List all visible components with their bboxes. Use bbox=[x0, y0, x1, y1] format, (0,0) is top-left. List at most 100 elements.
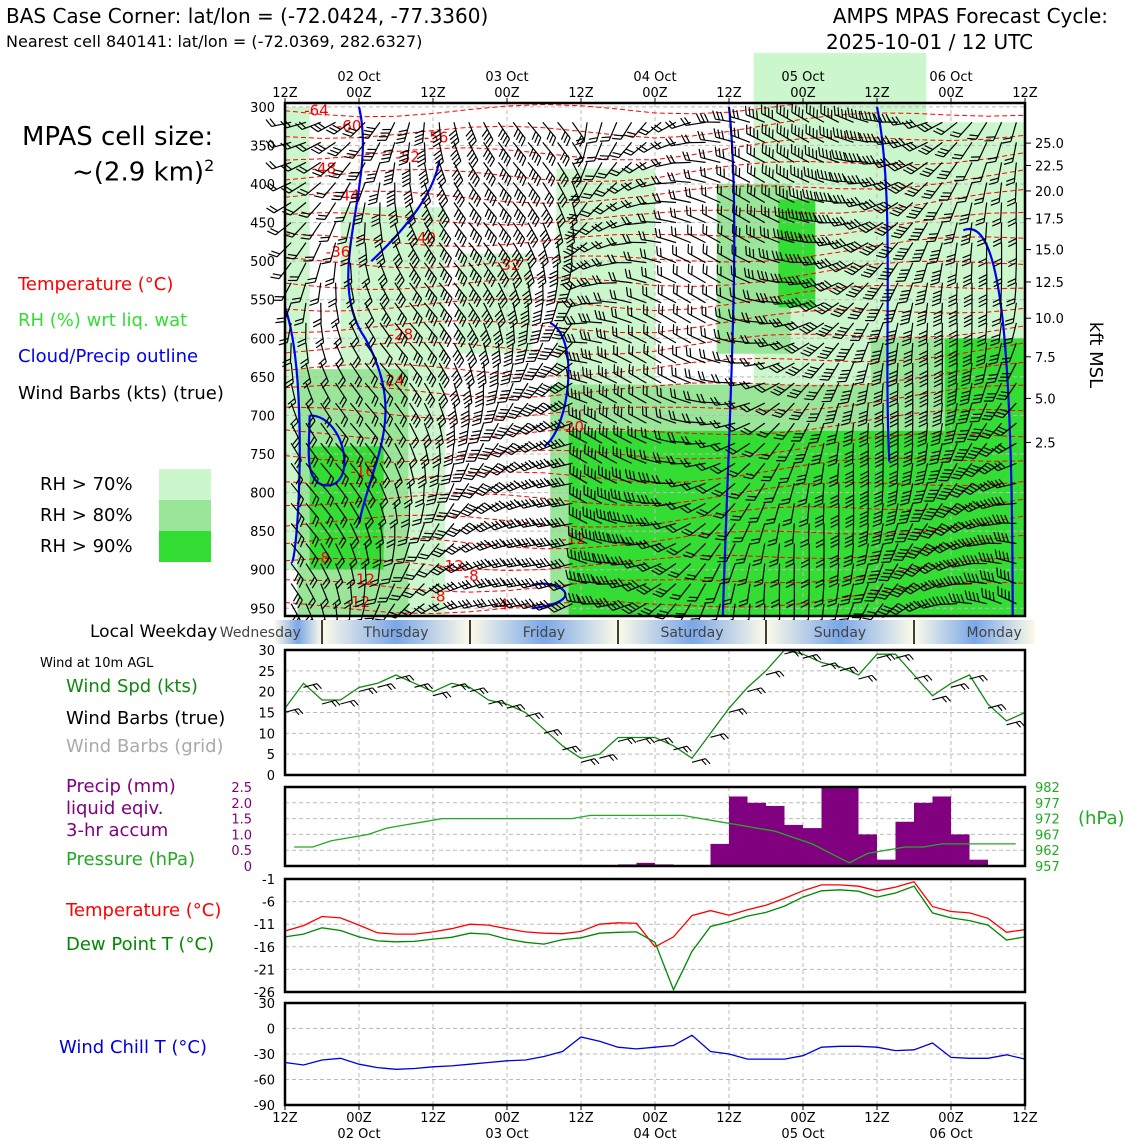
barb-feather bbox=[299, 538, 305, 548]
wind-barb bbox=[575, 122, 588, 146]
legend-precip-1: Precip (mm) bbox=[66, 776, 176, 797]
wind-barb bbox=[325, 121, 351, 135]
barb-feather bbox=[504, 194, 510, 204]
wind-barb bbox=[494, 402, 514, 422]
barb-feather bbox=[517, 350, 527, 354]
barb-feather bbox=[535, 374, 545, 379]
barb-feather bbox=[424, 517, 434, 520]
wind-note: Wind at 10m AGL bbox=[40, 656, 154, 671]
wind-barb bbox=[438, 282, 453, 307]
barb-feather bbox=[458, 438, 468, 443]
barb-feather bbox=[584, 424, 586, 434]
barb-staff bbox=[379, 543, 382, 564]
barb-feather bbox=[403, 357, 409, 367]
barb-feather bbox=[554, 420, 562, 428]
wind-barb bbox=[320, 482, 335, 508]
wind-barb bbox=[335, 362, 346, 389]
barb-feather bbox=[533, 194, 539, 204]
barb-feather bbox=[394, 477, 402, 486]
barb-feather bbox=[714, 374, 720, 383]
barb-feather bbox=[371, 479, 377, 488]
barb-feather bbox=[322, 396, 329, 405]
barb-feather bbox=[399, 415, 405, 425]
barb-feather bbox=[375, 253, 384, 261]
barb-feather bbox=[535, 602, 543, 610]
barb-feather bbox=[545, 171, 551, 181]
wind-barb bbox=[475, 462, 499, 478]
isotherm bbox=[284, 581, 1026, 615]
barb-feather bbox=[352, 356, 359, 365]
barb-feather bbox=[527, 371, 537, 374]
barb-feather bbox=[671, 366, 673, 376]
barb-feather bbox=[297, 338, 306, 344]
barb-feather bbox=[411, 522, 421, 526]
barb-feather bbox=[571, 180, 581, 183]
barb-feather bbox=[520, 137, 526, 147]
barb-feather bbox=[457, 600, 465, 609]
barb-feather bbox=[557, 579, 566, 587]
barb-feather bbox=[580, 348, 584, 358]
barb-feather bbox=[324, 556, 330, 565]
barb-feather bbox=[444, 314, 450, 324]
barb-feather bbox=[421, 434, 429, 442]
barb-feather bbox=[335, 357, 343, 365]
barb-feather bbox=[513, 188, 519, 198]
barb-feather bbox=[539, 579, 547, 588]
barb-feather bbox=[535, 442, 544, 450]
barb-feather bbox=[434, 153, 443, 161]
barb-feather bbox=[498, 519, 507, 527]
wind-barb bbox=[313, 182, 337, 199]
barb-feather bbox=[367, 173, 377, 176]
barb-feather bbox=[488, 175, 494, 184]
barb-feather bbox=[531, 480, 539, 489]
barb-feather bbox=[389, 611, 399, 616]
barb-feather bbox=[457, 442, 467, 447]
barb-feather bbox=[492, 468, 501, 474]
barb-feather bbox=[505, 258, 511, 268]
barb-feather bbox=[324, 400, 331, 409]
barb-feather bbox=[568, 505, 571, 515]
barb-feather bbox=[320, 598, 328, 606]
barb-feather bbox=[506, 539, 513, 548]
barb-feather bbox=[566, 216, 576, 220]
wind-barb bbox=[568, 405, 588, 424]
barb-feather bbox=[407, 233, 415, 241]
barb-feather bbox=[424, 441, 432, 449]
barb-feather bbox=[363, 155, 373, 158]
barb-feather bbox=[298, 143, 307, 151]
barb-feather bbox=[492, 362, 501, 369]
wind-barb bbox=[310, 141, 336, 155]
barb-feather bbox=[373, 233, 382, 240]
barb-feather bbox=[465, 542, 474, 550]
barb-feather bbox=[402, 181, 411, 188]
barb-feather bbox=[501, 171, 507, 181]
barb-feather bbox=[504, 433, 514, 438]
barb-feather bbox=[524, 578, 532, 587]
barb-feather bbox=[554, 497, 562, 506]
barb-feather bbox=[590, 428, 593, 438]
barb-feather bbox=[450, 544, 460, 551]
barb-feather bbox=[562, 155, 568, 164]
barb-feather bbox=[533, 391, 543, 397]
barb-feather bbox=[367, 521, 374, 529]
wind-barb bbox=[512, 141, 527, 167]
barb-feather bbox=[549, 270, 558, 276]
barb-feather bbox=[491, 258, 497, 267]
barb-feather bbox=[296, 555, 302, 565]
barb-feather bbox=[477, 237, 483, 247]
barb-feather bbox=[447, 547, 456, 553]
barb-feather bbox=[316, 192, 326, 196]
barb-feather bbox=[498, 412, 508, 415]
wind-barb bbox=[438, 242, 453, 267]
barb-feather bbox=[557, 601, 566, 608]
barb-feather bbox=[356, 455, 361, 465]
barb-feather bbox=[388, 209, 397, 217]
barb-feather bbox=[484, 577, 492, 586]
barb-feather bbox=[546, 606, 555, 613]
barb-feather bbox=[468, 188, 475, 198]
barb-feather bbox=[468, 357, 476, 365]
barb-feather bbox=[453, 491, 463, 494]
barb-feather bbox=[425, 417, 432, 425]
barb-feather bbox=[555, 241, 564, 249]
barb-feather bbox=[570, 228, 580, 232]
